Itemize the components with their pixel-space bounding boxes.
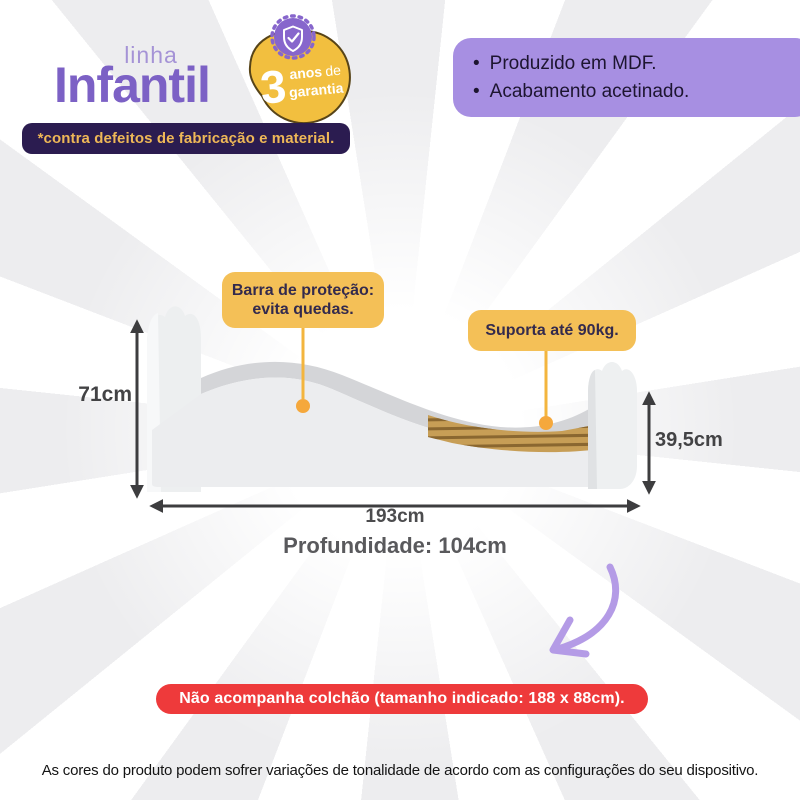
badge-number: 3 bbox=[258, 60, 288, 114]
feature-text-finish: Acabamento acetinado. bbox=[489, 80, 690, 102]
feature-item: • Acabamento acetinado. bbox=[473, 81, 800, 103]
features-box: • Produzido em MDF. • Acabamento acetina… bbox=[453, 38, 800, 117]
feature-item: • Produzido em MDF. bbox=[473, 53, 800, 75]
weight-callout-text: Suporta até 90kg. bbox=[485, 321, 619, 339]
warranty-note-text: *contra defeitos de fabricação e materia… bbox=[37, 130, 335, 147]
mattress-note-banner: Não acompanha colchão (tamanho indicado:… bbox=[156, 684, 648, 714]
weight-callout: Suporta até 90kg. bbox=[468, 310, 636, 351]
bullet-icon: • bbox=[473, 80, 480, 102]
bed-footboard bbox=[588, 362, 637, 489]
shield-check-icon bbox=[270, 14, 316, 60]
protection-callout: Barra de proteção: evita quedas. bbox=[222, 272, 384, 328]
warranty-note-banner: *contra defeitos de fabricação e materia… bbox=[22, 123, 350, 154]
feature-text-mdf: Produzido em MDF. bbox=[489, 52, 657, 74]
dimension-length: 193cm bbox=[365, 506, 425, 527]
bed-rail-top bbox=[201, 361, 603, 443]
protection-callout-line1: Barra de proteção: bbox=[231, 281, 375, 299]
weight-leader-line bbox=[539, 351, 553, 430]
bullet-icon: • bbox=[473, 52, 480, 74]
badge-word-de: de bbox=[325, 62, 342, 79]
brand-name: Infantil bbox=[54, 57, 211, 113]
dimension-height-footboard: 39,5cm bbox=[655, 429, 723, 451]
bed-front-panel bbox=[152, 377, 622, 487]
color-disclaimer: As cores do produto podem sofrer variaçõ… bbox=[41, 762, 759, 779]
badge-word-garantia: garantia bbox=[288, 80, 344, 101]
mattress-note-text: Não acompanha colchão (tamanho indicado:… bbox=[179, 690, 625, 707]
brand-line-label: linha bbox=[124, 42, 178, 68]
dimension-height-headboard: 71cm bbox=[78, 383, 132, 406]
protection-callout-line2: evita quedas. bbox=[252, 301, 354, 318]
curved-arrow-icon bbox=[549, 563, 620, 658]
dimension-depth: Profundidade: 104cm bbox=[283, 533, 507, 558]
badge-word-anos: anos bbox=[289, 63, 323, 82]
warranty-badge: 3 anos de garantia bbox=[248, 14, 351, 124]
protection-leader-line bbox=[296, 328, 310, 413]
